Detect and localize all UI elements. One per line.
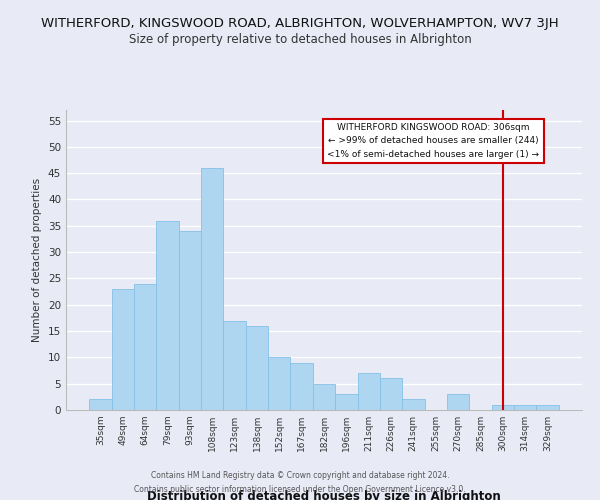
Bar (313, 384, 335, 410)
Bar (179, 231, 201, 410)
Bar (290, 362, 313, 410)
X-axis label: Distribution of detached houses by size in Albrighton: Distribution of detached houses by size … (147, 490, 501, 500)
Bar (447, 394, 469, 410)
Bar (358, 373, 380, 410)
Bar (89, 400, 112, 410)
Bar (112, 289, 134, 410)
Text: Size of property relative to detached houses in Albrighton: Size of property relative to detached ho… (128, 32, 472, 46)
Y-axis label: Number of detached properties: Number of detached properties (32, 178, 43, 342)
Bar (536, 404, 559, 410)
Bar (335, 394, 358, 410)
Text: WITHERFORD, KINGSWOOD ROAD, ALBRIGHTON, WOLVERHAMPTON, WV7 3JH: WITHERFORD, KINGSWOOD ROAD, ALBRIGHTON, … (41, 18, 559, 30)
Bar (134, 284, 157, 410)
Bar (514, 404, 536, 410)
Bar (491, 404, 514, 410)
Bar (402, 400, 425, 410)
Bar (268, 358, 290, 410)
Text: Contains HM Land Registry data © Crown copyright and database right 2024.
Contai: Contains HM Land Registry data © Crown c… (134, 472, 466, 494)
Bar (157, 220, 179, 410)
Bar (380, 378, 402, 410)
Bar (223, 320, 246, 410)
Bar (246, 326, 268, 410)
Bar (201, 168, 223, 410)
Text: WITHERFORD KINGSWOOD ROAD: 306sqm
← >99% of detached houses are smaller (244)
<1: WITHERFORD KINGSWOOD ROAD: 306sqm ← >99%… (328, 123, 539, 158)
